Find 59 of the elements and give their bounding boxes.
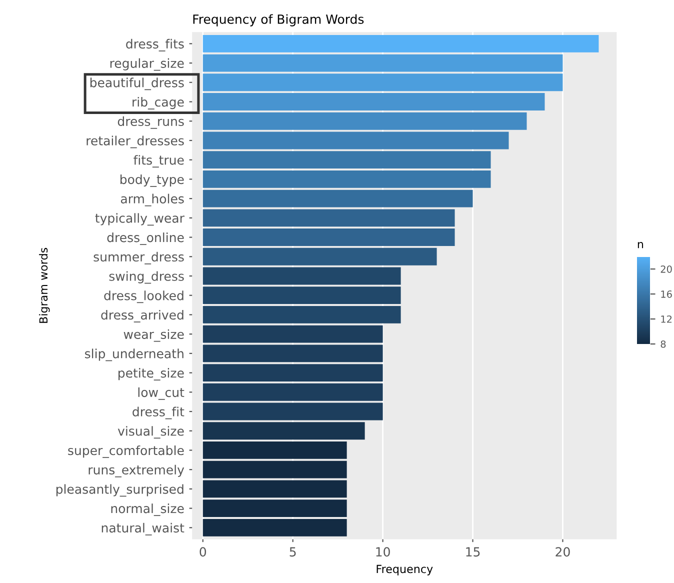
y-tick-label: dress_looked <box>104 290 184 304</box>
y-tick-label: swing_dress <box>109 271 184 284</box>
x-tick-label: 0 <box>200 547 206 557</box>
y-tick-label: low_cut <box>138 387 184 400</box>
y-tick-label: pleasantly_surprised <box>56 484 184 497</box>
bar <box>202 112 527 130</box>
bar <box>202 132 509 150</box>
x-tick-label: 5 <box>290 547 296 557</box>
color-bar-label: 16 <box>661 290 672 298</box>
y-tick-label: dress_runs <box>118 116 184 129</box>
bar <box>202 228 455 246</box>
bar <box>202 364 383 382</box>
y-tick-label: arm_holes <box>120 194 184 206</box>
y-tick-label: slip_underneath <box>85 348 184 362</box>
y-tick-label: dress_arrived <box>101 310 184 322</box>
x-tick-label: 20 <box>556 547 570 557</box>
y-tick-label: super_comfortable <box>68 445 184 458</box>
bar <box>202 248 437 266</box>
y-tick-label: dress_fits <box>126 38 184 52</box>
bar <box>202 306 401 324</box>
x-axis-title: Frequency <box>376 564 433 576</box>
y-tick-label: summer_dress <box>94 252 184 264</box>
bar <box>202 422 365 440</box>
x-tick-label: 10 <box>376 547 390 557</box>
color-bar-label: 20 <box>660 265 672 273</box>
bar <box>202 93 545 110</box>
bar <box>202 383 383 401</box>
y-tick-label: petite_size <box>118 368 184 380</box>
y-tick-label: normal_size <box>111 504 184 516</box>
bar <box>202 151 491 169</box>
y-tick-label: dress_fit <box>132 406 184 420</box>
bar <box>202 190 473 208</box>
bar <box>202 518 347 536</box>
color-bar-title: n <box>638 242 644 248</box>
y-tick-label: fits_true <box>134 155 184 168</box>
y-tick-label: dress_online <box>107 232 184 245</box>
y-tick-label: natural_waist <box>102 522 184 536</box>
bar <box>202 442 347 459</box>
y-tick-label: rib_cage <box>132 97 184 110</box>
color-bar-label: 8 <box>660 340 666 348</box>
chart-title: Frequency of Bigram Words <box>193 14 364 26</box>
bar <box>202 267 401 285</box>
y-tick-label: beautiful_dress <box>90 78 184 90</box>
y-tick-label: retailer_dresses <box>86 136 184 148</box>
bar <box>202 402 383 420</box>
y-tick-label: typically_wear <box>95 213 184 226</box>
bar <box>202 500 347 518</box>
y-tick-label: regular_size <box>110 58 184 71</box>
bar <box>202 286 401 304</box>
bar <box>202 209 455 227</box>
x-tick-label: 15 <box>466 547 480 557</box>
y-tick-label: runs_extremely <box>88 464 184 478</box>
y-axis-title: Bigram words <box>39 248 50 323</box>
y-tick-label: body_type <box>120 174 184 187</box>
y-tick-label: wear_size <box>124 329 184 342</box>
y-tick-label: visual_size <box>118 426 184 439</box>
bar <box>202 34 599 52</box>
color-bar-label: 12 <box>661 315 672 323</box>
bar <box>202 170 491 188</box>
